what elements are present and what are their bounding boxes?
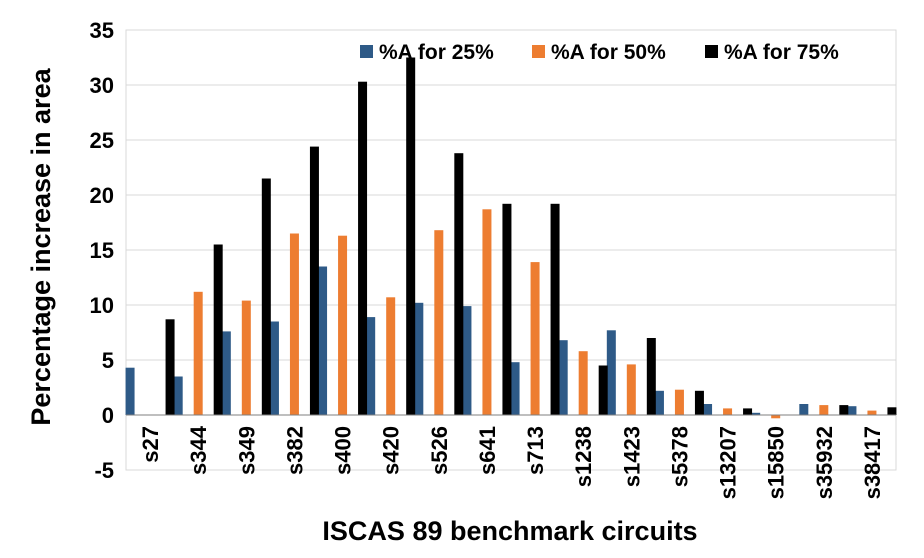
- y-tick-label: 30: [90, 73, 114, 98]
- bar-2-s5378: [674, 389, 684, 415]
- legend-swatch: [532, 45, 545, 58]
- bar-2-s713: [530, 262, 540, 415]
- legend-label: %A for 25%: [379, 41, 494, 64]
- bar-1-s344: [173, 376, 183, 415]
- y-tick-label: -5: [94, 458, 114, 483]
- x-tick-label: s349: [234, 426, 259, 475]
- x-tick-label: s526: [427, 426, 452, 475]
- x-tick-label: s713: [523, 426, 548, 475]
- bar-3-s713: [550, 203, 560, 415]
- bar-3-s5378: [694, 390, 704, 415]
- y-tick-label: 10: [90, 293, 114, 318]
- x-tick-label: s382: [282, 426, 307, 475]
- x-tick-label: s400: [331, 426, 356, 475]
- bar-3-s382: [309, 146, 319, 415]
- bar-2-s420: [386, 297, 396, 415]
- y-tick-label: 25: [90, 128, 114, 153]
- bar-2-s13207: [723, 408, 733, 415]
- x-tick-label: s38417: [860, 426, 885, 499]
- bar-2-s35932: [819, 405, 829, 415]
- y-tick-label: 20: [90, 183, 114, 208]
- x-tick-label: s1423: [619, 426, 644, 487]
- y-tick-label: 15: [90, 238, 114, 263]
- bar-3-s27: [165, 319, 175, 415]
- y-tick-labels: -5 0 5 10 15 20 25 30 35: [90, 18, 114, 483]
- bar-2-s15850: [771, 415, 781, 419]
- legend: %A for 25% %A for 50% %A for 75%: [360, 41, 839, 64]
- y-tick-label: 35: [90, 18, 114, 43]
- grid-lines: [125, 29, 897, 471]
- bar-3-s349: [261, 178, 271, 415]
- y-axis-label: Percentage increase in area: [26, 67, 56, 425]
- legend-label: %A for 50%: [551, 41, 666, 64]
- bar-1-s641: [462, 306, 472, 415]
- bar-1-s400: [318, 266, 328, 415]
- bar-2-s382: [289, 233, 299, 415]
- legend-swatch: [705, 45, 718, 58]
- bar-3-s400: [358, 81, 368, 415]
- bar-3-s420: [406, 57, 416, 415]
- bar-3-s35932: [839, 405, 849, 415]
- x-tick-label: s344: [186, 425, 211, 475]
- bar-2-s38417: [867, 410, 877, 415]
- bar-2-s526: [434, 230, 444, 415]
- bar-3-s1238: [598, 365, 608, 415]
- bar-2-s1238: [578, 351, 588, 415]
- bar-2-s1423: [626, 364, 636, 415]
- bar-3-s641: [502, 203, 512, 415]
- bar-1-s349: [221, 331, 231, 415]
- bar-3-s344: [213, 244, 223, 415]
- bar-1-s5378: [654, 390, 664, 415]
- bar-1-s382: [269, 321, 279, 415]
- bar-2-s349: [241, 300, 251, 415]
- x-tick-labels: s27 s344 s349 s382 s400 s420 s526 s641 s713 s1238…: [138, 425, 885, 499]
- x-tick-label: s35932: [812, 426, 837, 499]
- x-axis-label: ISCAS 89 benchmark circuits: [322, 516, 697, 546]
- bar-3-s13207: [743, 408, 753, 415]
- bar-1-s38417: [847, 406, 857, 415]
- bar-1-s15850: [751, 412, 761, 415]
- x-tick-label: s13207: [716, 426, 741, 499]
- bar-1-s27: [125, 367, 135, 415]
- bar-3-s1423: [646, 338, 656, 415]
- x-tick-label: s15850: [764, 426, 789, 499]
- x-tick-label: s641: [475, 426, 500, 475]
- bar-1-s526: [414, 302, 424, 415]
- bar-1-s420: [366, 317, 376, 415]
- bar-2-s400: [338, 235, 348, 415]
- y-tick-label: 0: [102, 403, 114, 428]
- y-tick-label: 5: [102, 348, 114, 373]
- bar-1-s1238: [558, 340, 568, 415]
- bar-3-s526: [454, 153, 464, 415]
- bar-2-s641: [482, 209, 492, 415]
- legend-swatch: [360, 45, 373, 58]
- bar-1-s13207: [703, 404, 713, 415]
- x-tick-label: s420: [379, 426, 404, 475]
- x-tick-label: s1238: [571, 426, 596, 487]
- bar-1-s1423: [606, 330, 616, 415]
- x-tick-label: s5378: [667, 426, 692, 487]
- bar-3-s38417: [887, 407, 897, 415]
- x-tick-label: s27: [138, 426, 163, 463]
- bar-1-s713: [510, 362, 520, 415]
- bar-2-s344: [193, 291, 203, 415]
- bars: [125, 57, 897, 419]
- legend-label: %A for 75%: [724, 41, 839, 64]
- bar-1-s35932: [799, 404, 809, 415]
